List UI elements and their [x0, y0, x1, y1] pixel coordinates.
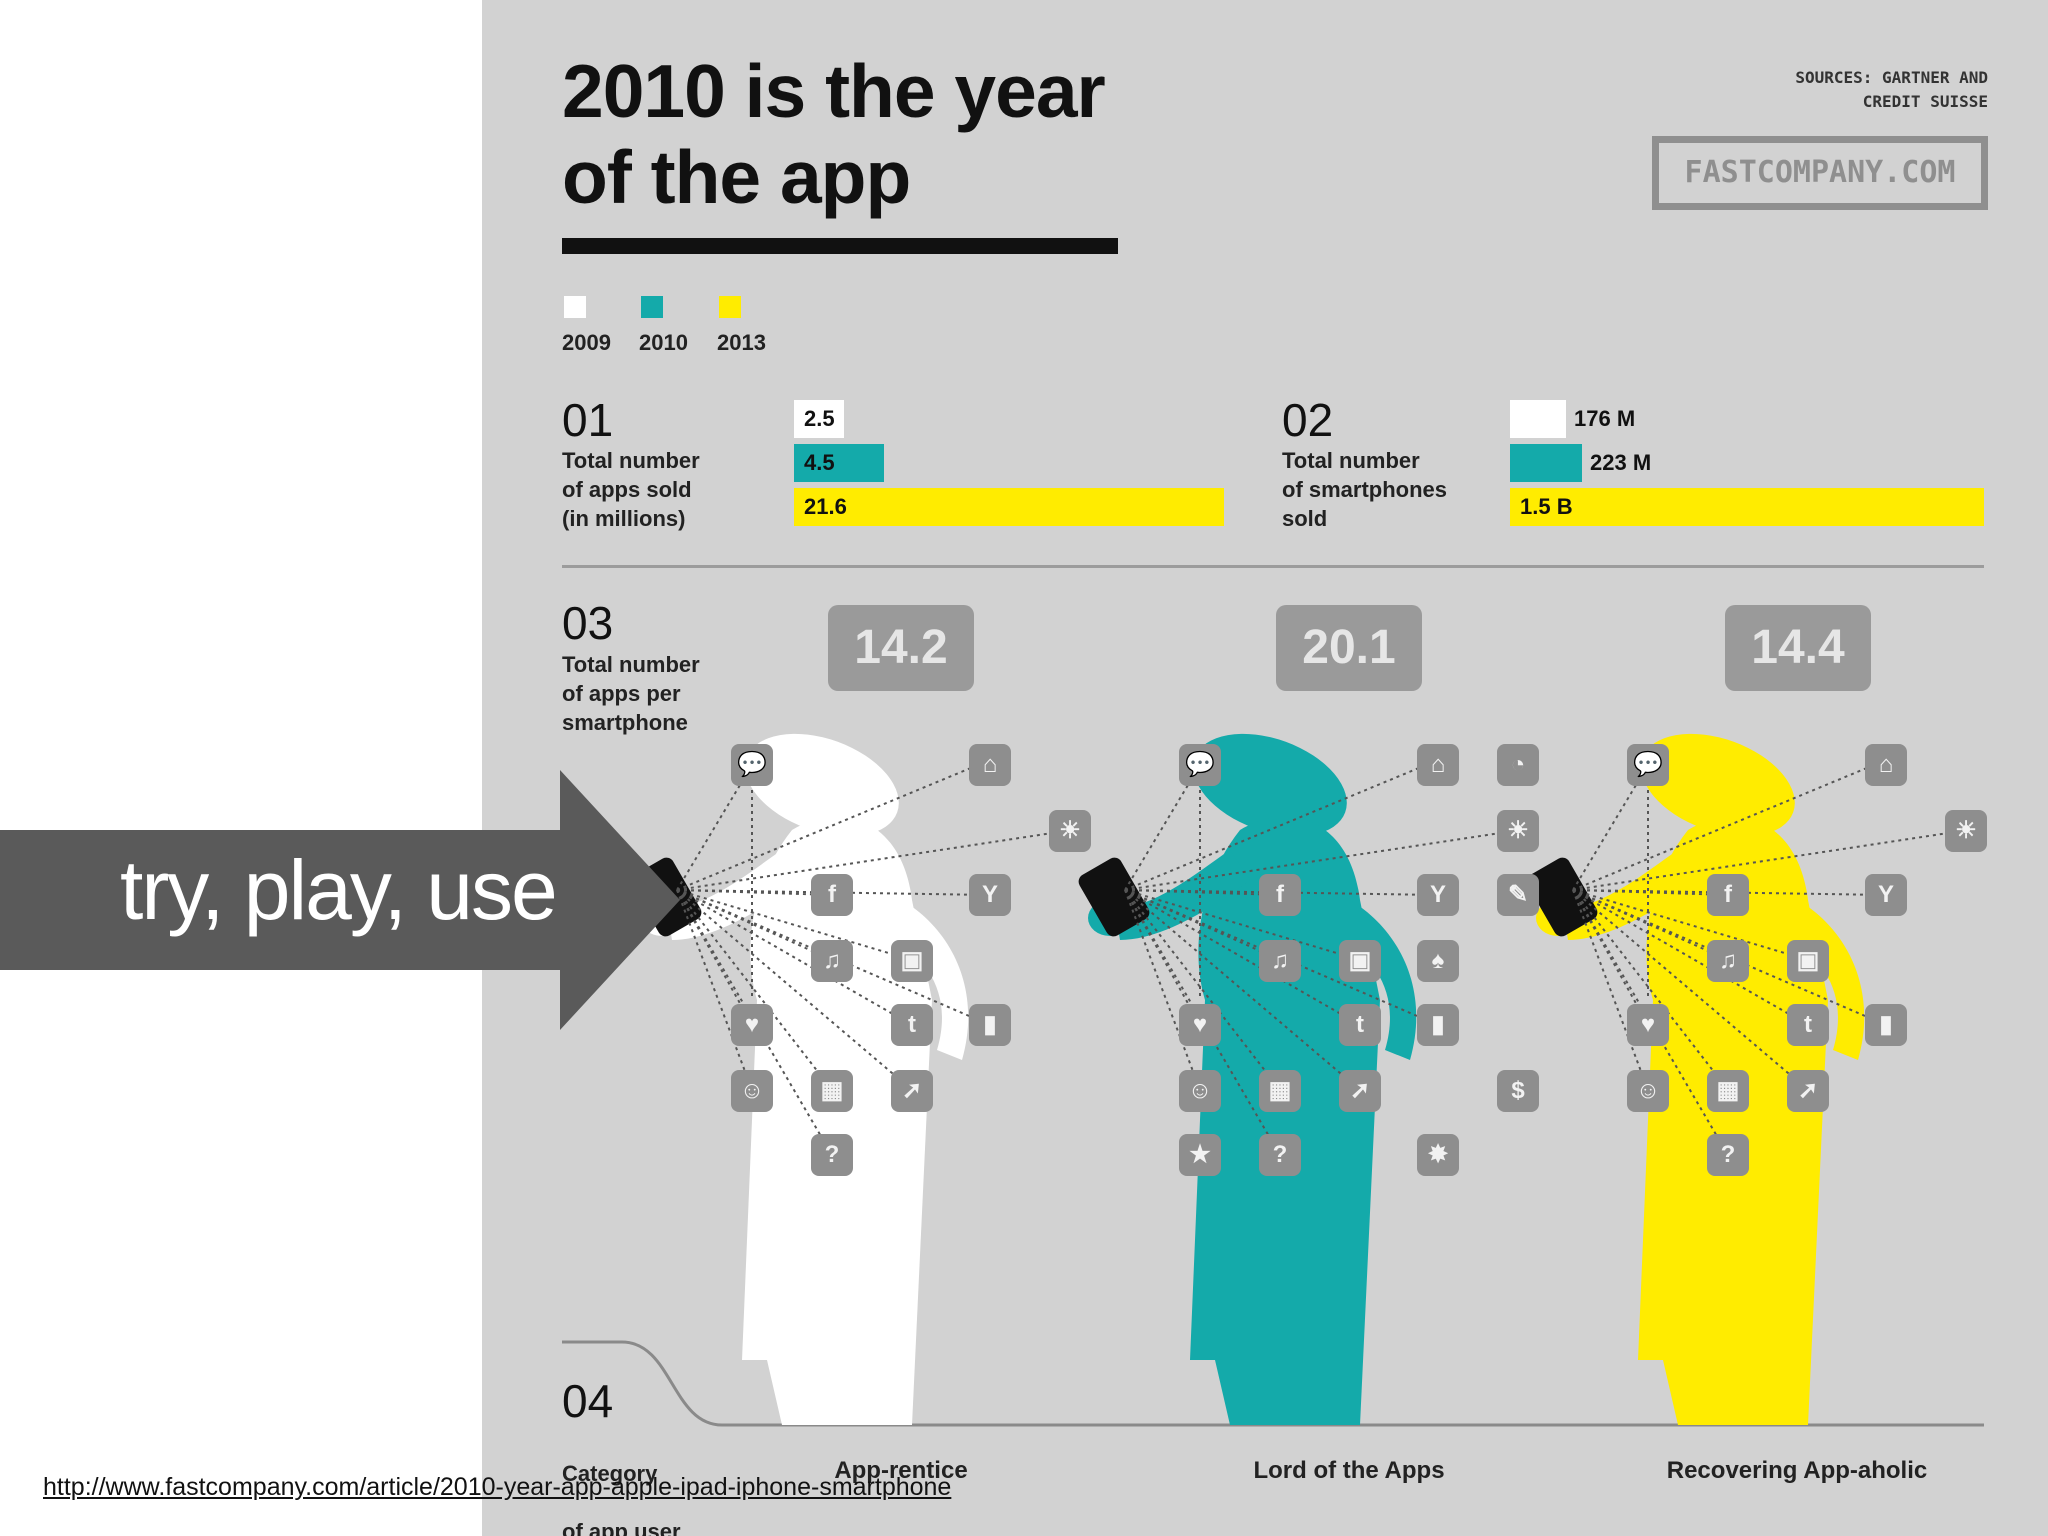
brand-logo: FASTCOMPANY.COM — [1652, 136, 1988, 210]
section-4-description: Category of app user — [562, 1430, 681, 1536]
apps-sold-label-2013: 21.6 — [804, 494, 847, 519]
dollar-icon: $ — [1497, 1070, 1539, 1112]
arrow-callout — [0, 770, 680, 1030]
section-3-number: 03 — [562, 597, 614, 649]
cards-icon: ▣ — [1339, 940, 1381, 982]
cards-icon: ▣ — [891, 940, 933, 982]
tumblr-icon: t — [1787, 1004, 1829, 1046]
smartphones-label-2010: 223 M — [1590, 450, 1652, 475]
burst-icon: ✸ — [1417, 1134, 1459, 1176]
section-2-description: Total number of smartphones sold — [1282, 448, 1448, 531]
chart-icon: ▮ — [1865, 1004, 1907, 1046]
legend-label-2010: 2010 — [639, 330, 688, 355]
legend-label-2009: 2009 — [562, 330, 611, 355]
title-underline — [562, 238, 1118, 254]
legend-swatch-2013 — [719, 296, 741, 318]
heart-icon: ♥ — [1627, 1004, 1669, 1046]
sun-icon: ☀ — [1049, 810, 1091, 852]
cocktail-icon: Y — [969, 874, 1011, 916]
star-icon: ★ — [1179, 1134, 1221, 1176]
arrow-icon: ➚ — [1787, 1070, 1829, 1112]
apps-per-phone-badge-2: 20.1 — [1276, 605, 1422, 691]
music-icon: ♫ — [1259, 940, 1301, 982]
speech-bubble-icon: 💬 — [731, 744, 773, 786]
smartphones-bar-2013 — [1510, 488, 1984, 526]
heart-icon: ♥ — [1179, 1004, 1221, 1046]
apps-sold-bar-2013 — [794, 488, 1224, 526]
smiley-icon: ☺ — [731, 1070, 773, 1112]
figure-2 — [1078, 733, 1521, 1425]
pacman-icon: ◔ — [1497, 744, 1539, 786]
sun-icon: ☀ — [1497, 810, 1539, 852]
tetris-icon: ▦ — [811, 1070, 853, 1112]
question-icon: ? — [1707, 1134, 1749, 1176]
tetris-icon: ▦ — [1707, 1070, 1749, 1112]
section-4-desc-line-1: Category — [562, 1461, 658, 1486]
section-1-number: 01 — [562, 394, 614, 446]
section-3-description: Total number of apps per smartphone — [562, 652, 700, 735]
smartphones-bar-2010 — [1510, 444, 1582, 482]
facebook-icon: f — [811, 874, 853, 916]
category-recovering-app-aholic: Recovering App-aholic — [1666, 1457, 1928, 1484]
apps-sold-bar-2009 — [794, 400, 844, 438]
arrow-icon: ➚ — [891, 1070, 933, 1112]
pencil-icon: ✎ — [1497, 874, 1539, 916]
smiley-icon: ☺ — [1179, 1070, 1221, 1112]
speech-bubble-icon: 💬 — [1627, 744, 1669, 786]
speech-bubble-icon: 💬 — [1179, 744, 1221, 786]
smartphones-label-2013: 1.5 B — [1520, 494, 1573, 519]
infographic-title: 2010 is the year of the app — [562, 48, 1202, 220]
arrow-icon: ➚ — [1339, 1070, 1381, 1112]
music-icon: ♫ — [1707, 940, 1749, 982]
home-icon: ⌂ — [1865, 744, 1907, 786]
section-2-number: 02 — [1282, 394, 1334, 446]
title-line-1: 2010 is the year — [562, 49, 1106, 133]
section-4-desc-line-2: of app user — [562, 1519, 681, 1536]
figure-3 — [1526, 733, 1969, 1425]
cocktail-icon: Y — [1417, 874, 1459, 916]
infographic: 2010 is the year of the app SOURCES: GAR… — [482, 0, 2048, 1536]
apps-sold-bar-2010 — [794, 444, 884, 482]
question-icon: ? — [1259, 1134, 1301, 1176]
section-divider — [562, 565, 1984, 568]
legend-label-2013: 2013 — [717, 330, 766, 355]
music-icon: ♫ — [811, 940, 853, 982]
category-baseline — [562, 1340, 1984, 1427]
category-app-rentice: App-rentice — [834, 1457, 968, 1484]
facebook-icon: f — [1707, 874, 1749, 916]
heart-icon: ♥ — [731, 1004, 773, 1046]
facebook-icon: f — [1259, 874, 1301, 916]
arrow-callout-text: try, play, use — [120, 843, 558, 937]
cocktail-icon: Y — [1865, 874, 1907, 916]
title-line-2: of the app — [562, 135, 911, 219]
category-lord-of-the-apps: Lord of the Apps — [1253, 1457, 1445, 1484]
tumblr-icon: t — [891, 1004, 933, 1046]
chart-icon: ▮ — [969, 1004, 1011, 1046]
smiley-icon: ☺ — [1627, 1070, 1669, 1112]
app-icon-layer: 💬 ⌂ ☀ f Y ♫ ▣ t ▮ ♥ ☺ ▦ ➚? 💬 ⌂ ☀ f Y ♫ ▣ t ▮ ♥ ☺ ▦ ➚? ◔ ✎ ♠ $ ★ ✸ 💬 ⌂ ☀ f Y ♫… — [482, 0, 2048, 1536]
section-1-description: Total number of apps sold (in millions) — [562, 448, 700, 531]
apps-per-phone-badge-1: 14.2 — [828, 605, 974, 691]
home-icon: ⌂ — [969, 744, 1011, 786]
apps-per-phone-badge-3: 14.4 — [1725, 605, 1871, 691]
apps-sold-label-2009: 2.5 — [804, 406, 835, 431]
smartphones-bar-2009 — [1510, 400, 1566, 438]
smartphones-label-2009: 176 M — [1574, 406, 1636, 431]
question-icon: ? — [811, 1134, 853, 1176]
spade-icon: ♠ — [1417, 940, 1459, 982]
apps-sold-label-2010: 4.5 — [804, 450, 835, 475]
tetris-icon: ▦ — [1259, 1070, 1301, 1112]
section-4-number: 04 — [562, 1375, 614, 1427]
legend-swatch-2009 — [564, 296, 586, 318]
sources-note: SOURCES: GARTNER AND CREDIT SUISSE — [1795, 68, 1988, 111]
legend-swatch-2010 — [641, 296, 663, 318]
tumblr-icon: t — [1339, 1004, 1381, 1046]
cards-icon: ▣ — [1787, 940, 1829, 982]
source-url-link[interactable]: http://www.fastcompany.com/article/2010-… — [43, 1473, 952, 1501]
app-user-figures — [562, 733, 1984, 1427]
home-icon: ⌂ — [1417, 744, 1459, 786]
sun-icon: ☀ — [1945, 810, 1987, 852]
chart-icon: ▮ — [1417, 1004, 1459, 1046]
